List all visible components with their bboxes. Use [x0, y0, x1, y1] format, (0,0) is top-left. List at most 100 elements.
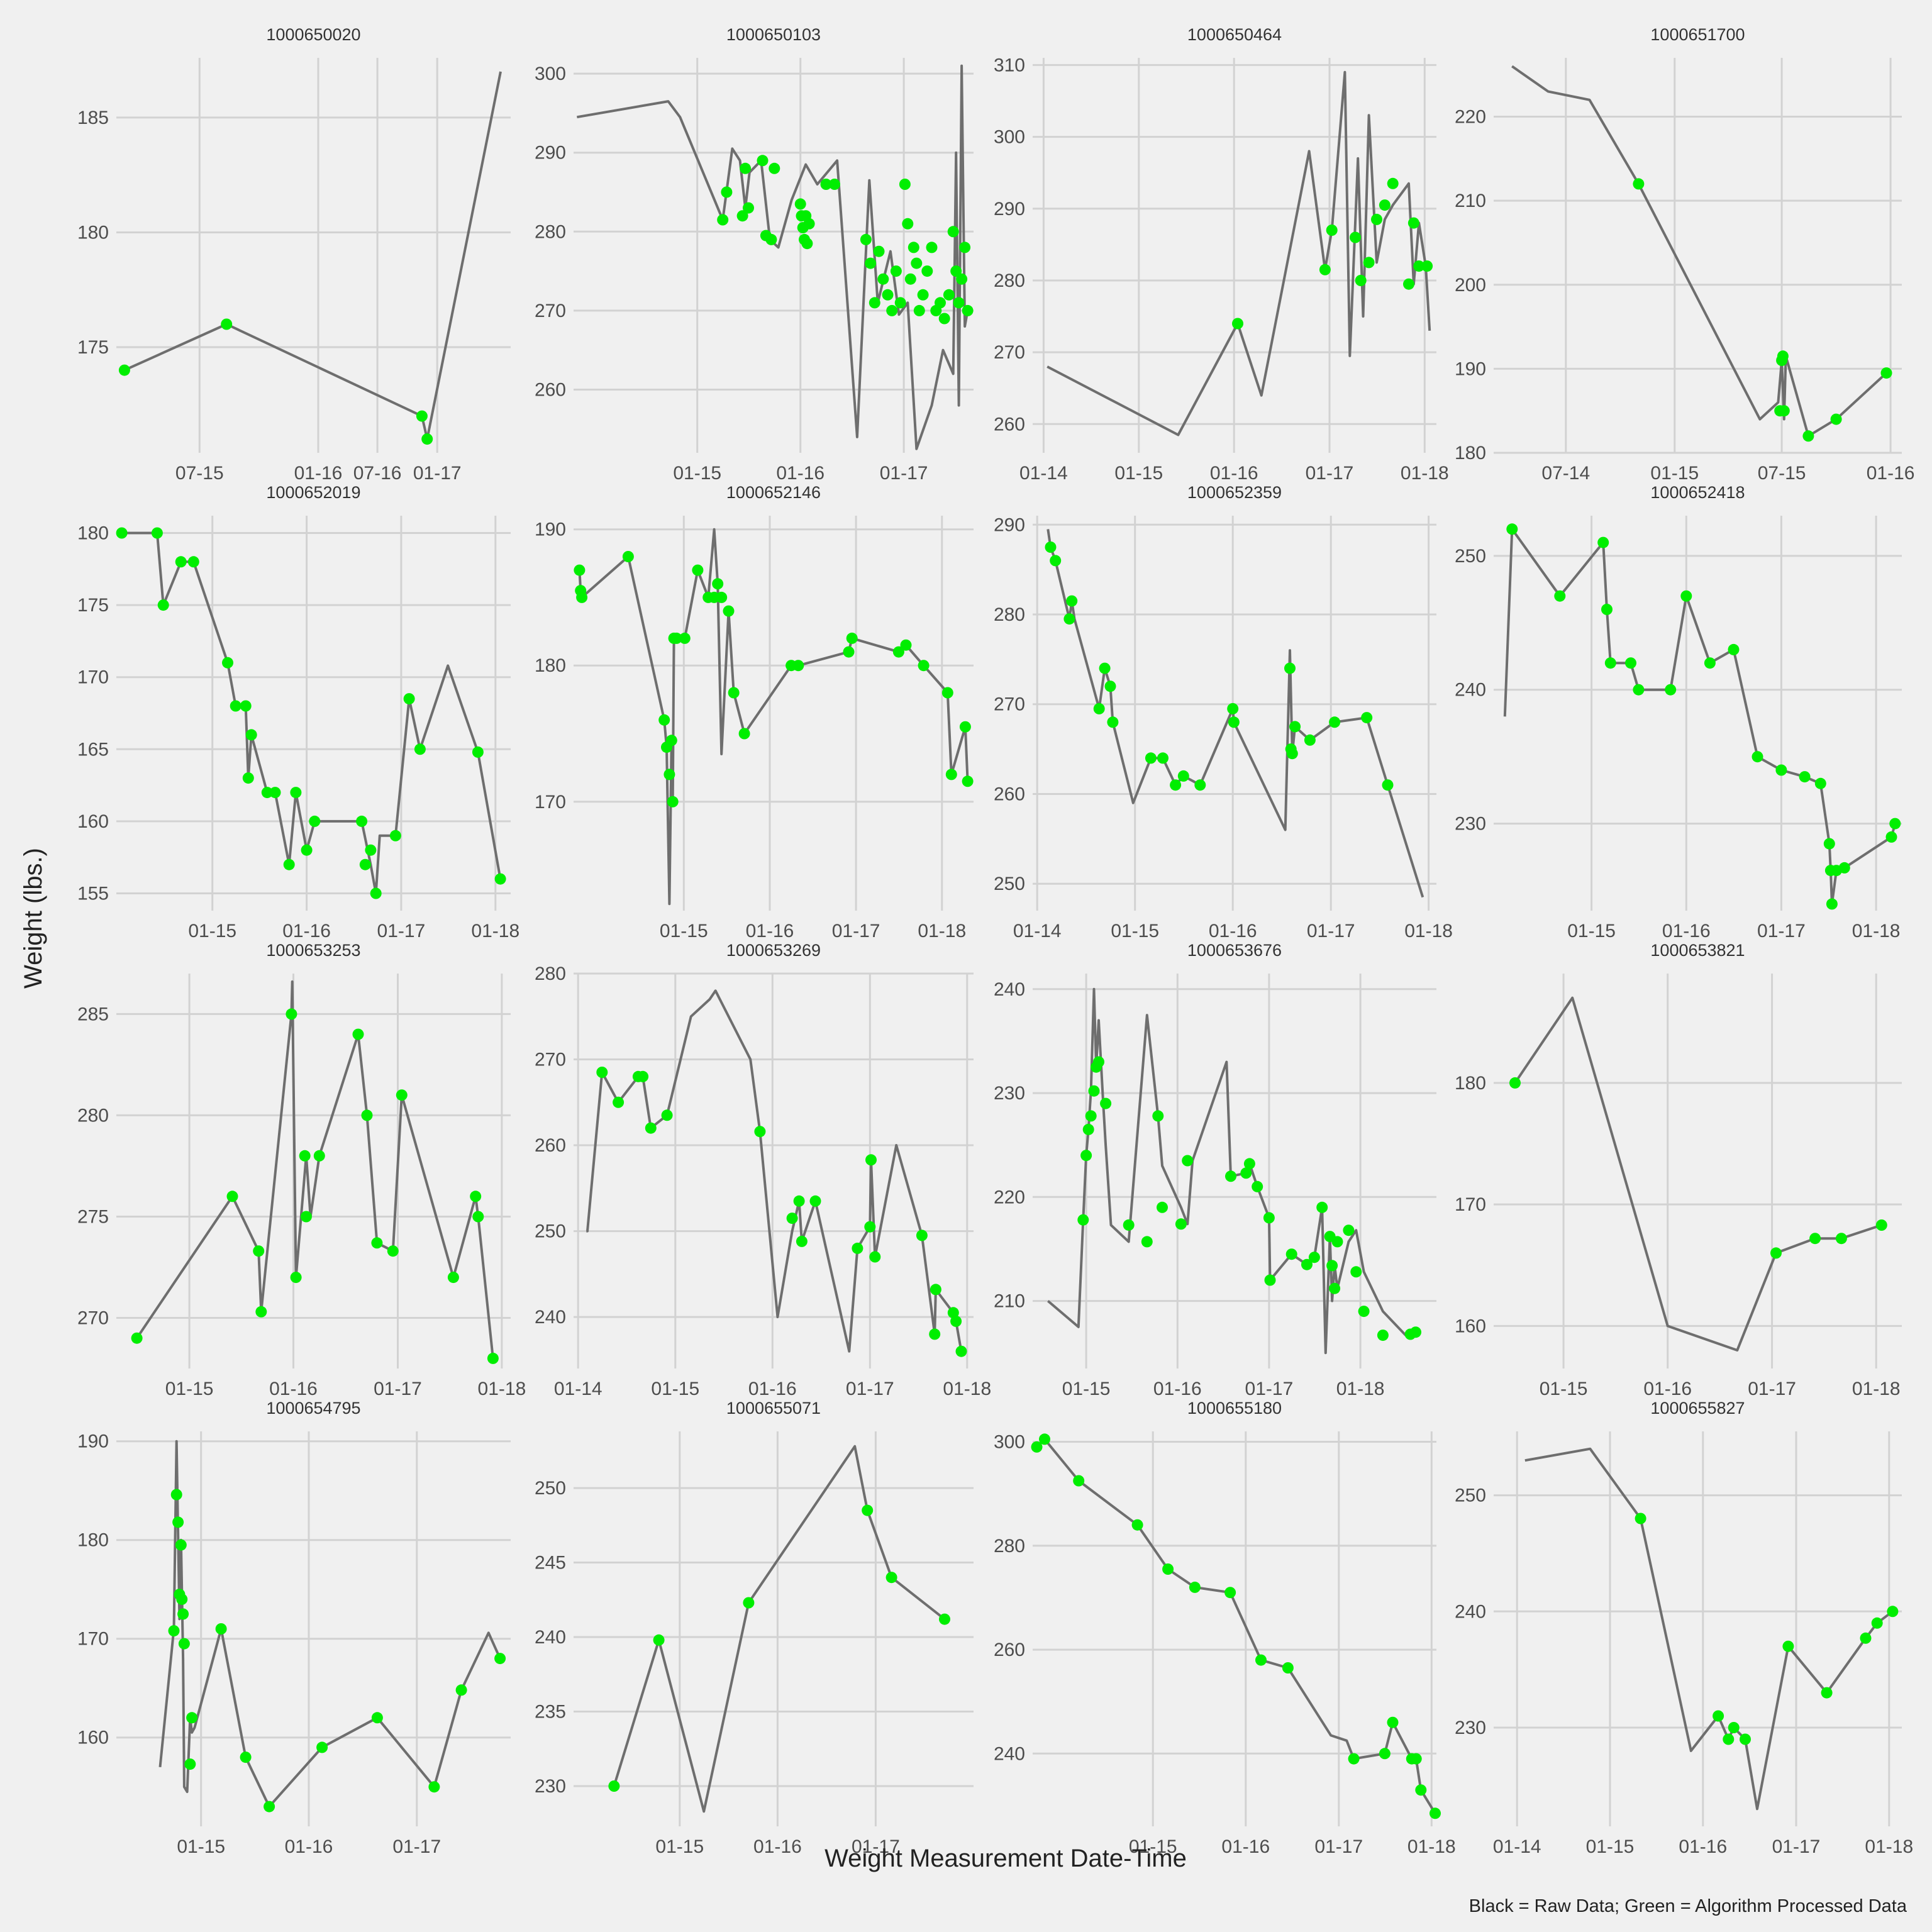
- processed-point: [1379, 1748, 1391, 1760]
- processed-point: [1410, 1326, 1421, 1338]
- processed-point: [717, 214, 729, 226]
- processed-point: [313, 1150, 325, 1162]
- processed-point: [1189, 1581, 1201, 1593]
- processed-point: [1093, 702, 1105, 714]
- y-tick-label: 270: [994, 694, 1025, 715]
- processed-point: [1633, 684, 1645, 696]
- processed-point: [1597, 536, 1609, 548]
- x-tick-label: 01-15: [1114, 463, 1163, 484]
- processed-point: [1625, 657, 1636, 669]
- processed-point: [242, 772, 254, 784]
- y-tick-label: 240: [1455, 680, 1486, 701]
- x-tick-label: 01-17: [1307, 921, 1355, 941]
- processed-point: [494, 1653, 506, 1665]
- processed-point: [1284, 662, 1296, 674]
- raw-data-line: [613, 1445, 946, 1813]
- x-tick-label: 01-14: [1019, 463, 1068, 484]
- x-tick-label: 01-15: [1567, 921, 1616, 941]
- processed-point: [882, 289, 894, 301]
- panel-1000653676: 210 220 230 240 01-15 01-16 01-17 01-18 10006536…: [994, 941, 1436, 1399]
- y-tick-label: 250: [994, 874, 1025, 894]
- processed-point: [187, 556, 199, 568]
- y-tick-label: 165: [77, 739, 109, 760]
- processed-point: [1286, 748, 1298, 760]
- processed-point: [352, 1028, 364, 1040]
- y-tick-label: 280: [994, 604, 1025, 625]
- y-tick-label: 260: [994, 414, 1025, 435]
- processed-point: [959, 721, 971, 733]
- processed-point: [950, 1315, 962, 1327]
- processed-point: [1088, 1085, 1100, 1097]
- processed-point: [890, 265, 902, 277]
- y-tick-label: 170: [77, 1629, 109, 1650]
- processed-point: [864, 1221, 876, 1233]
- processed-point: [1329, 1282, 1341, 1294]
- processed-point: [1104, 680, 1116, 692]
- panel-title: 1000655180: [1187, 1399, 1282, 1418]
- processed-point: [226, 1191, 238, 1202]
- processed-point: [1875, 1219, 1887, 1231]
- processed-point: [1326, 1260, 1338, 1272]
- x-tick-label: 01-16: [776, 463, 824, 484]
- processed-point: [769, 162, 780, 174]
- processed-point: [1889, 818, 1901, 830]
- processed-point: [1162, 1563, 1174, 1575]
- x-tick-label: 01-14: [1493, 1836, 1541, 1857]
- y-tick-label: 280: [994, 270, 1025, 291]
- processed-point: [1182, 1155, 1194, 1167]
- processed-point: [176, 1593, 188, 1605]
- processed-point: [757, 155, 769, 167]
- processed-point: [740, 162, 752, 174]
- y-tick-label: 290: [994, 514, 1025, 535]
- raw-data-line: [158, 1440, 501, 1808]
- processed-point: [1415, 1784, 1427, 1796]
- x-tick-label: 01-17: [832, 921, 880, 941]
- processed-point: [253, 1245, 265, 1257]
- processed-point: [793, 1195, 805, 1207]
- processed-point: [1141, 1236, 1153, 1248]
- y-tick-label: 270: [77, 1308, 109, 1329]
- processed-point: [908, 242, 919, 253]
- x-tick-label: 07-15: [175, 463, 224, 484]
- processed-point: [679, 632, 691, 644]
- processed-point: [846, 632, 858, 644]
- processed-point: [1152, 1110, 1164, 1122]
- x-tick-label: 01-17: [1748, 1379, 1796, 1399]
- processed-point: [765, 233, 777, 245]
- x-tick-label: 01-16: [1221, 1836, 1270, 1857]
- y-tick-label: 180: [1455, 443, 1486, 464]
- processed-point: [1170, 779, 1182, 791]
- processed-point: [215, 1623, 227, 1635]
- panel-1000652359: 250 260 270 280 290 01-14 01-15 01-16 01-17 01-18…: [994, 483, 1453, 941]
- processed-point: [1554, 590, 1566, 602]
- y-tick-label: 170: [77, 667, 109, 688]
- processed-point: [1093, 1056, 1104, 1068]
- y-tick-label: 160: [1455, 1316, 1486, 1336]
- processed-point: [1240, 1167, 1252, 1179]
- processed-point: [935, 297, 946, 309]
- panel-1000650464: 260 270 280 290 300 310 01-14 01-15 01-16 01-17 01…: [994, 25, 1449, 484]
- processed-point: [962, 775, 974, 787]
- processed-point: [596, 1067, 608, 1078]
- processed-point: [1880, 367, 1892, 379]
- y-tick-label: 310: [994, 55, 1025, 75]
- x-tick-label: 01-16: [746, 921, 794, 941]
- processed-point: [873, 245, 885, 257]
- processed-point: [177, 1608, 189, 1620]
- processed-point: [1421, 260, 1433, 272]
- processed-point: [1363, 257, 1375, 269]
- processed-point: [1350, 1266, 1362, 1278]
- y-tick-label: 260: [994, 784, 1025, 805]
- processed-point: [661, 1109, 673, 1121]
- x-tick-label: 01-14: [1013, 921, 1062, 941]
- processed-point: [955, 1345, 967, 1357]
- processed-point: [290, 1272, 302, 1284]
- processed-point: [1802, 430, 1814, 442]
- processed-point: [300, 1211, 312, 1223]
- processed-point: [665, 735, 677, 747]
- processed-point: [959, 242, 971, 253]
- processed-point: [712, 578, 724, 590]
- processed-point: [1770, 1247, 1782, 1259]
- y-tick-label: 220: [1455, 107, 1486, 128]
